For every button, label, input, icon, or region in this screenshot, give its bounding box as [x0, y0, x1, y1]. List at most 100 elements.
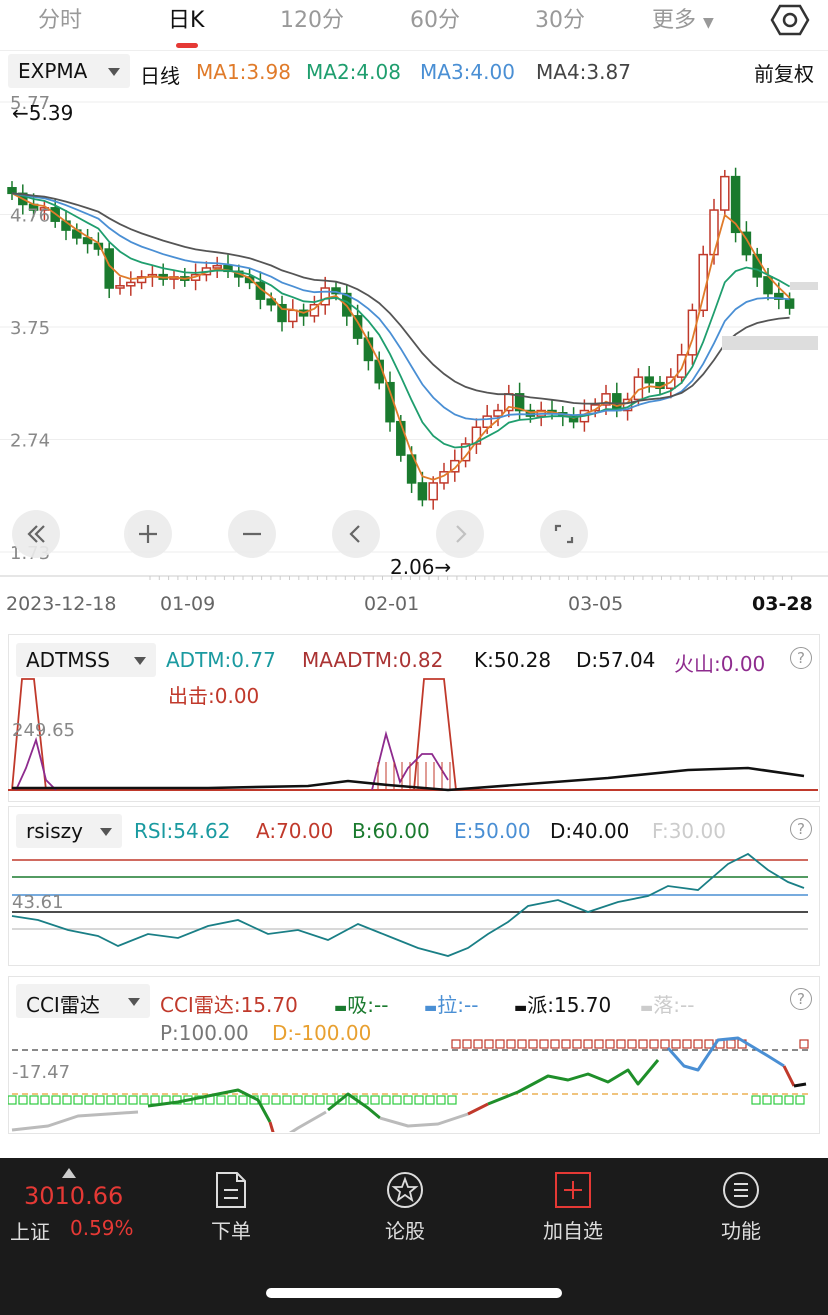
- tab-60min[interactable]: 60分: [410, 8, 460, 33]
- k-value: K:50.28: [474, 648, 552, 672]
- rsi-indicator-label: rsiszy: [26, 819, 83, 843]
- help-icon[interactable]: ?: [790, 818, 812, 840]
- ma3-line: [11, 192, 790, 421]
- cci-lower-marker: [282, 1095, 292, 1105]
- functions-button[interactable]: 功能: [706, 1170, 776, 1244]
- cci-lower-marker: [95, 1095, 105, 1105]
- candle-body: [288, 309, 298, 323]
- chuji-value: 出击:0.00: [168, 684, 260, 708]
- cci-upper-marker: [528, 1039, 538, 1049]
- cci-xi-segment: [327, 1092, 381, 1120]
- ma3-value: MA3:4.00: [420, 60, 515, 84]
- ma4-line: [11, 192, 790, 405]
- main-indicator-select[interactable]: EXPMA: [8, 54, 130, 88]
- cci-upper-marker: [649, 1039, 659, 1049]
- cci-lower-marker: [293, 1095, 303, 1105]
- chuji-signal: [11, 678, 457, 791]
- cci-indicator-label: CCI雷达: [26, 993, 100, 1017]
- tab-30min[interactable]: 30分: [535, 8, 585, 33]
- cci-pai-segment: [793, 1082, 807, 1088]
- candle-body: [331, 287, 341, 295]
- menu-circle-icon: [723, 1172, 759, 1208]
- candle-body: [320, 287, 330, 306]
- cci-upper-marker: [638, 1039, 648, 1049]
- high-price-label: ←5.39: [12, 101, 74, 125]
- adtm-indicator-select[interactable]: ADTMSS: [16, 643, 156, 677]
- cci-luo-segment: [379, 1112, 469, 1128]
- help-icon[interactable]: ?: [790, 647, 812, 669]
- cci-d-value: D:-100.00: [272, 1021, 372, 1045]
- add-watchlist-button[interactable]: 加自选: [538, 1170, 608, 1244]
- order-label: 下单: [211, 1219, 251, 1243]
- active-tab-indicator: [176, 43, 198, 48]
- candle-body: [244, 276, 255, 284]
- candle-body: [115, 285, 125, 289]
- cci-luo-segment: [288, 1110, 327, 1132]
- ma4-value: MA4:3.87: [536, 60, 631, 84]
- candle-body: [352, 315, 363, 339]
- candle-body: [493, 409, 503, 417]
- cci-upper-marker: [627, 1039, 637, 1049]
- index-change: 0.59%: [70, 1216, 134, 1240]
- y-tick-label: 4.76: [10, 206, 50, 227]
- step-right-button[interactable]: [436, 510, 484, 558]
- rsi-indicator-select[interactable]: rsiszy: [16, 814, 122, 848]
- fullscreen-button[interactable]: [540, 510, 588, 558]
- adtm-value: ADTM:0.77: [166, 648, 276, 672]
- tab-120min[interactable]: 120分: [280, 8, 344, 33]
- candle-body: [450, 459, 460, 473]
- period-tabs: 分时 日K 120分 60分 30分 更多 ▼: [0, 0, 828, 51]
- rsi-d-value: D:40.00: [550, 819, 630, 843]
- cci-segment: [268, 1121, 275, 1132]
- cci-upper-marker: [473, 1039, 483, 1049]
- cci-lower-marker: [51, 1095, 61, 1105]
- y-tick-label: 5.77: [10, 93, 50, 114]
- cci-upper-marker: [660, 1039, 670, 1049]
- cci-lower-marker: [62, 1095, 72, 1105]
- zoom-out-button[interactable]: [228, 510, 276, 558]
- tab-intraday[interactable]: 分时: [38, 8, 83, 33]
- x-axis-label: 02-01: [364, 593, 419, 612]
- ma1-value: MA1:3.98: [196, 60, 291, 84]
- x-axis-label: 01-09: [160, 593, 215, 612]
- candle-body: [730, 175, 741, 234]
- discuss-button[interactable]: 论股: [370, 1170, 440, 1244]
- candle-body: [7, 187, 17, 195]
- step-left-button[interactable]: [332, 510, 380, 558]
- cci-upper-marker: [616, 1039, 626, 1049]
- rsi-a-value: A:70.00: [256, 819, 334, 843]
- chevron-down-icon: [128, 998, 140, 1006]
- tab-daily[interactable]: 日K: [168, 8, 205, 33]
- main-indicator-label: EXPMA: [18, 59, 88, 83]
- cci-luo-segment: [11, 1110, 139, 1132]
- zoom-in-button[interactable]: [124, 510, 172, 558]
- candle-body: [525, 409, 536, 417]
- settings-hex-icon[interactable]: [770, 0, 810, 40]
- order-button[interactable]: 下单: [196, 1170, 266, 1244]
- cci-la-value: ▬拉:--: [424, 993, 479, 1017]
- cci-lower-marker: [381, 1095, 391, 1105]
- adjust-mode[interactable]: 前复权: [754, 62, 814, 86]
- rsi-panel: [8, 806, 820, 966]
- index-value[interactable]: 3010.66: [24, 1182, 124, 1210]
- fast-back-button[interactable]: [12, 510, 60, 558]
- chevron-down-icon: [100, 828, 112, 836]
- help-icon[interactable]: ?: [790, 988, 812, 1010]
- adtm-axis-label: 249.65: [12, 720, 75, 741]
- chevron-down-icon: [108, 68, 120, 76]
- cci-lower-marker: [260, 1095, 270, 1105]
- rsi-e-value: E:50.00: [454, 819, 531, 843]
- cci-lower-marker: [128, 1095, 138, 1105]
- home-indicator: [266, 1288, 562, 1298]
- triangle-up-icon: [62, 1168, 76, 1178]
- cci-xi-value: ▬吸:--: [334, 993, 389, 1017]
- candle-body: [774, 292, 784, 300]
- tab-more[interactable]: 更多 ▼: [652, 8, 714, 33]
- cci-lower-marker: [216, 1095, 226, 1105]
- cci-xi-segment: [147, 1088, 272, 1123]
- cci-indicator-select[interactable]: CCI雷达: [16, 984, 150, 1018]
- ma1-line: [11, 192, 791, 481]
- candle-body: [784, 298, 795, 309]
- candlestick-chart[interactable]: 5.774.763.752.741.73 2023-12-1801-0902-0…: [0, 92, 828, 612]
- cci-upper-marker: [605, 1039, 615, 1049]
